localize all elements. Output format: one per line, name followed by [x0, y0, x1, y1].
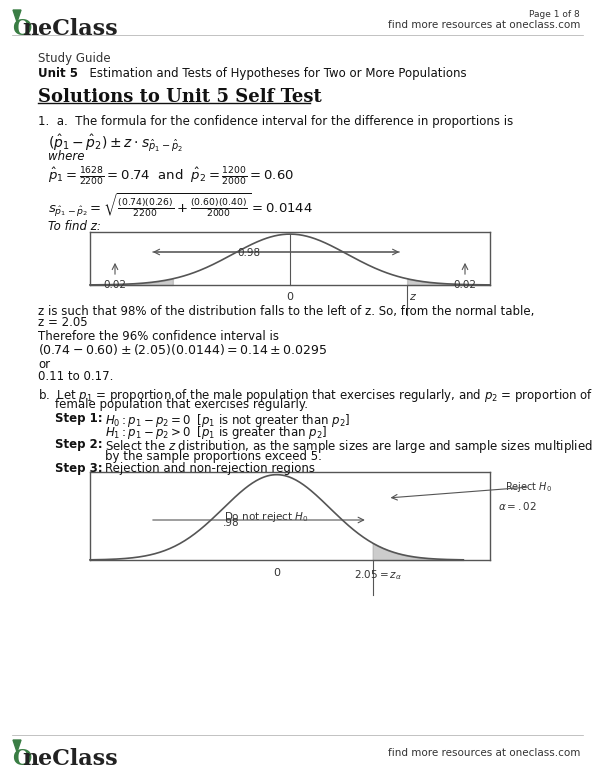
Text: z: z: [409, 292, 415, 302]
Text: $H_0 : p_1 - p_2 = 0 \;\; [p_1 \text{ is not greater than } p_2]$: $H_0 : p_1 - p_2 = 0 \;\; [p_1 \text{ is…: [105, 412, 350, 429]
Text: Solutions to Unit 5 Self Test: Solutions to Unit 5 Self Test: [38, 88, 322, 106]
Text: Step 2:: Step 2:: [55, 438, 102, 451]
Text: $2.05 = z_{\alpha}$: $2.05 = z_{\alpha}$: [353, 568, 402, 582]
Text: Study Guide: Study Guide: [38, 52, 111, 65]
Polygon shape: [13, 10, 21, 22]
Text: Page 1 of 8: Page 1 of 8: [529, 10, 580, 19]
Text: b.  Let $p_1$ = proportion of the male population that exercises regularly, and : b. Let $p_1$ = proportion of the male po…: [38, 387, 595, 404]
Text: find more resources at oneclass.com: find more resources at oneclass.com: [387, 748, 580, 758]
Text: Step 3:: Step 3:: [55, 462, 102, 475]
Text: $\alpha = .02$: $\alpha = .02$: [498, 500, 537, 512]
Polygon shape: [13, 740, 21, 752]
Text: To find z:: To find z:: [48, 220, 101, 233]
Text: female population that exercises regularly.: female population that exercises regular…: [55, 398, 308, 411]
Text: 0.02: 0.02: [104, 280, 127, 290]
Text: 0.02: 0.02: [453, 280, 477, 290]
Text: 0: 0: [287, 292, 293, 302]
Text: Step 1:: Step 1:: [55, 412, 102, 425]
Text: 0.11 to 0.17.: 0.11 to 0.17.: [38, 370, 114, 383]
Text: .98: .98: [223, 518, 240, 528]
Text: Rejection and non-rejection regions: Rejection and non-rejection regions: [105, 462, 315, 475]
Text: Do not reject $H_0$: Do not reject $H_0$: [224, 510, 309, 524]
Text: Unit 5: Unit 5: [38, 67, 78, 80]
Text: Therefore the 96% confidence interval is: Therefore the 96% confidence interval is: [38, 330, 279, 343]
Text: $H_1 : p_1 - p_2 > 0 \;\; [p_1 \text{ is greater than } p_2]$: $H_1 : p_1 - p_2 > 0 \;\; [p_1 \text{ is…: [105, 424, 327, 441]
Text: neClass: neClass: [22, 18, 118, 40]
Text: z is such that 98% of the distribution falls to the left of z. So, from the norm: z is such that 98% of the distribution f…: [38, 305, 534, 318]
Text: find more resources at oneclass.com: find more resources at oneclass.com: [387, 20, 580, 30]
Text: where: where: [48, 150, 84, 163]
Text: neClass: neClass: [22, 748, 118, 770]
Text: 0.98: 0.98: [237, 248, 260, 258]
Text: 0: 0: [273, 568, 280, 578]
Text: Estimation and Tests of Hypotheses for Two or More Populations: Estimation and Tests of Hypotheses for T…: [82, 67, 466, 80]
Text: or: or: [38, 358, 50, 371]
Text: 1.  a.  The formula for the confidence interval for the difference in proportion: 1. a. The formula for the confidence int…: [38, 115, 513, 128]
Text: by the sample proportions exceed 5.: by the sample proportions exceed 5.: [105, 450, 322, 463]
Text: Reject $H_0$: Reject $H_0$: [505, 480, 552, 494]
Text: $\hat{p}_1 = \frac{1628}{2200} = 0.74$  and  $\hat{p}_2 = \frac{1200}{2000} = 0.: $\hat{p}_1 = \frac{1628}{2200} = 0.74$ a…: [48, 165, 294, 187]
Text: O: O: [12, 748, 32, 770]
Text: $s_{\hat{p}_1-\hat{p}_2} = \sqrt{\frac{(0.74)(0.26)}{2200} + \frac{(0.60)(0.40)}: $s_{\hat{p}_1-\hat{p}_2} = \sqrt{\frac{(…: [48, 192, 313, 220]
Text: $(\hat{p}_1 - \hat{p}_2) \pm z \cdot s_{\hat{p}_1-\hat{p}_2}$: $(\hat{p}_1 - \hat{p}_2) \pm z \cdot s_{…: [48, 132, 183, 153]
Text: z = 2.05: z = 2.05: [38, 316, 87, 329]
Text: O: O: [12, 18, 32, 40]
Text: $(0.74 - 0.60) \pm (2.05)(0.0144) = 0.14 \pm 0.0295$: $(0.74 - 0.60) \pm (2.05)(0.0144) = 0.14…: [38, 342, 327, 357]
Text: Select the $z$ distribution, as the sample sizes are large and sample sizes mult: Select the $z$ distribution, as the samp…: [105, 438, 593, 455]
